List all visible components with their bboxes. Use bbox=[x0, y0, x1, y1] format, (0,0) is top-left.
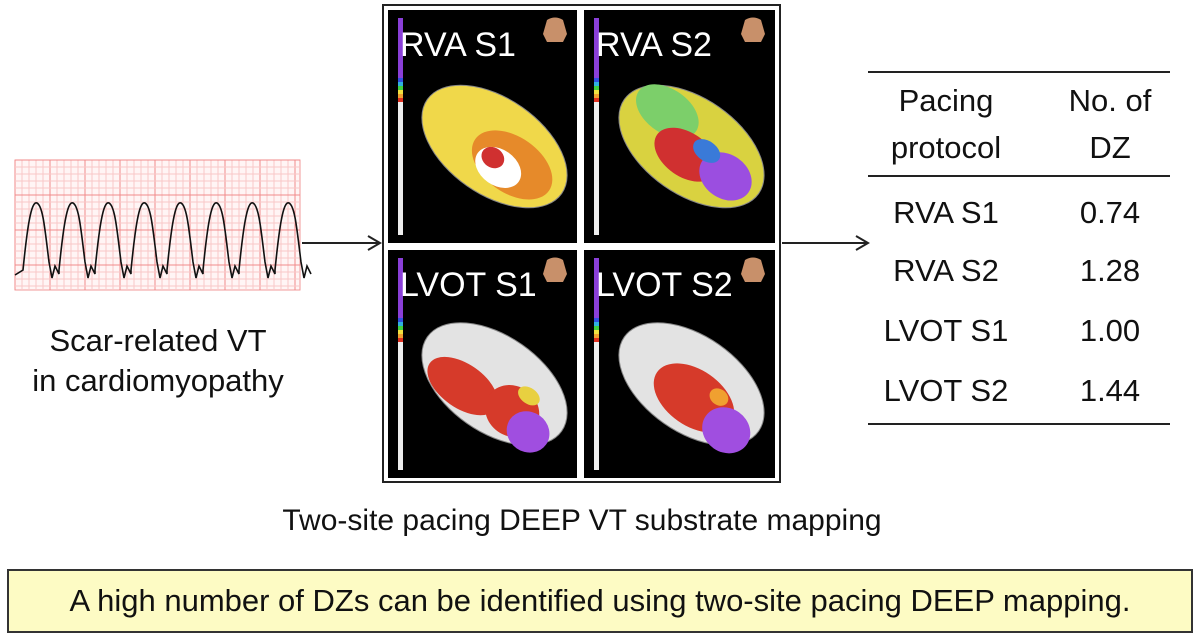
color-bar bbox=[594, 334, 599, 338]
maps-caption: Two-site pacing DEEP VT substrate mappin… bbox=[282, 504, 881, 537]
panel-label: LVOT S2 bbox=[596, 266, 733, 304]
table-header: protocol bbox=[891, 130, 1001, 165]
color-bar bbox=[398, 78, 403, 82]
color-bar bbox=[594, 82, 599, 86]
table-cell: 0.74 bbox=[1080, 195, 1140, 230]
color-bar bbox=[398, 326, 403, 330]
map-region bbox=[699, 152, 752, 201]
color-bar bbox=[398, 98, 403, 102]
map-region bbox=[427, 356, 498, 416]
map-panels: RVA S1 RVA S2 LVOT S1 LVOT S2 bbox=[388, 10, 775, 478]
color-bar bbox=[594, 322, 599, 326]
color-bar bbox=[398, 94, 403, 98]
map-region bbox=[518, 386, 540, 406]
color-bar bbox=[594, 342, 599, 470]
table-cell: 1.44 bbox=[1080, 373, 1140, 408]
arrow-head bbox=[367, 235, 382, 251]
table-cell: 1.00 bbox=[1080, 313, 1140, 348]
color-bar bbox=[594, 102, 599, 235]
arrow-head bbox=[855, 235, 870, 251]
color-bar bbox=[594, 338, 599, 342]
color-bar bbox=[398, 318, 403, 322]
color-bar bbox=[398, 338, 403, 342]
torso-icon bbox=[741, 257, 765, 282]
panel-label: RVA S1 bbox=[400, 26, 516, 64]
table-header: Pacing bbox=[899, 83, 994, 118]
panel-label: LVOT S1 bbox=[400, 266, 537, 304]
color-bar bbox=[398, 322, 403, 326]
table-cell: RVA S1 bbox=[893, 195, 999, 230]
color-bar bbox=[398, 102, 403, 235]
map-region bbox=[506, 411, 550, 453]
torso-icon bbox=[543, 17, 567, 42]
heart-map bbox=[421, 322, 568, 453]
heart-map bbox=[618, 84, 765, 209]
map-region bbox=[702, 407, 751, 454]
table-cell: LVOT S2 bbox=[884, 373, 1009, 408]
map-panel: LVOT S2 bbox=[584, 250, 775, 478]
color-bar bbox=[594, 258, 599, 318]
color-bar bbox=[594, 98, 599, 102]
color-bar bbox=[398, 258, 403, 318]
map-panel: RVA S2 bbox=[584, 10, 775, 243]
color-bar bbox=[398, 330, 403, 334]
ecg-trace bbox=[14, 202, 312, 279]
color-bar bbox=[594, 318, 599, 322]
table-header: No. of bbox=[1069, 83, 1152, 118]
map-panel: RVA S1 bbox=[388, 10, 577, 243]
color-bar bbox=[594, 18, 599, 78]
table-cell: 1.28 bbox=[1080, 253, 1140, 288]
color-bar bbox=[398, 334, 403, 338]
map-region bbox=[636, 84, 699, 139]
left-caption: Scar-related VT bbox=[49, 323, 266, 358]
color-bar bbox=[398, 82, 403, 86]
torso-icon bbox=[741, 17, 765, 42]
map-region bbox=[693, 139, 721, 163]
table-cell: LVOT S1 bbox=[884, 313, 1009, 348]
map-region bbox=[709, 388, 729, 406]
color-bar bbox=[594, 90, 599, 94]
color-bar bbox=[398, 342, 403, 470]
left-caption: in cardiomyopathy bbox=[32, 363, 284, 398]
color-bar bbox=[594, 330, 599, 334]
heart-map bbox=[618, 322, 765, 454]
color-bar bbox=[594, 94, 599, 98]
ecg-strip bbox=[14, 159, 312, 291]
color-bar bbox=[594, 86, 599, 90]
panel-label: RVA S2 bbox=[596, 26, 712, 64]
color-bar bbox=[398, 18, 403, 78]
results-table: Pacing protocol No. of DZ RVA S1 0.74 RVA S2 1.… bbox=[868, 71, 1170, 425]
color-bar bbox=[398, 90, 403, 94]
color-bar bbox=[594, 326, 599, 330]
conclusion: A high number of DZs can be identified u… bbox=[70, 583, 1131, 618]
color-bar bbox=[594, 78, 599, 82]
map-region bbox=[481, 146, 505, 169]
map-panel: LVOT S1 bbox=[388, 250, 577, 478]
torso-icon bbox=[543, 257, 567, 282]
table-cell: RVA S2 bbox=[893, 253, 999, 288]
heart-map bbox=[421, 84, 568, 209]
table-header: DZ bbox=[1089, 130, 1130, 165]
color-bar bbox=[398, 86, 403, 90]
conclusion-box bbox=[7, 569, 1193, 633]
